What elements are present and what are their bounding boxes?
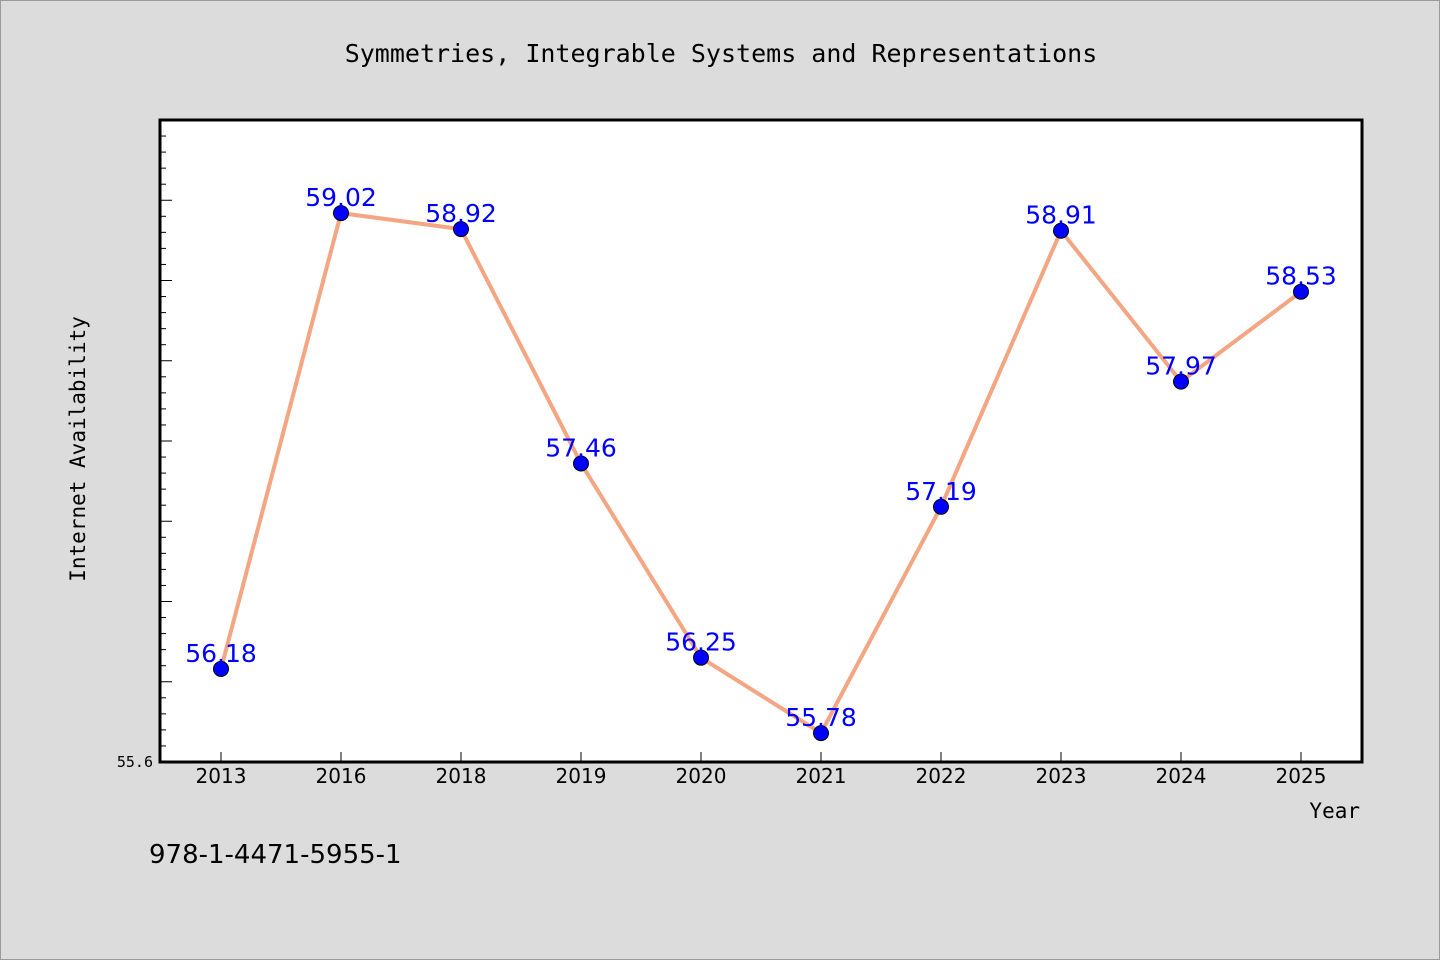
x-tick-label: 2025 [1276,764,1327,788]
x-tick-label: 2020 [676,764,727,788]
data-point-marker [1293,283,1309,300]
data-point-marker [333,205,349,222]
x-axis-ticks [220,752,1302,762]
data-label: 56.18 [185,639,257,668]
data-point-marker [573,455,589,472]
x-tick-labels: 2013 2016 2018 2019 2020 2021 2022 2023 2024 2025 [196,764,1327,788]
x-tick-label: 2022 [916,764,967,788]
data-label: 58.53 [1265,262,1337,291]
series-markers [213,205,1309,742]
data-labels: 56.18 59.02 58.92 57.46 56.25 55.78 57.19 58.91… [185,183,1337,732]
data-point-marker [813,725,829,742]
y-tick-label: 55.6 [117,753,153,771]
y-axis-label: Internet Availability [66,316,90,582]
plot-area [158,118,1364,764]
data-point-marker [933,498,949,515]
data-label: 57.97 [1145,352,1217,381]
isbn-text: 978-1-4471-5955-1 [149,840,402,870]
data-label: 57.19 [905,477,977,506]
x-tick-label: 2013 [196,764,247,788]
x-axis-label: Year [1309,799,1360,823]
data-label: 55.78 [785,703,857,732]
x-tick-label: 2024 [1156,764,1207,788]
data-label: 58.91 [1025,201,1097,230]
x-tick-label: 2019 [556,764,607,788]
series-line [219,211,1303,736]
data-point-marker [1053,222,1069,239]
series-line-group [219,211,1303,736]
y-axis-ticks [160,119,172,763]
data-point-marker [693,649,709,666]
data-label: 56.25 [665,628,737,657]
data-point-marker [213,660,229,677]
chart-title: Symmetries, Integrable Systems and Repre… [345,39,1098,68]
x-tick-label: 2023 [1036,764,1087,788]
data-label: 57.46 [545,433,617,462]
x-tick-label: 2021 [796,764,847,788]
data-label: 58.92 [425,199,497,228]
x-tick-label: 2018 [436,764,487,788]
data-label: 59.02 [305,183,377,212]
data-point-marker [453,221,469,238]
x-tick-label: 2016 [316,764,367,788]
data-point-marker [1173,373,1189,390]
